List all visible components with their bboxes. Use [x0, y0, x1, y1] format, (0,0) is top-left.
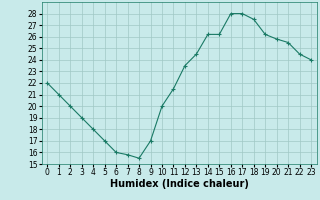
X-axis label: Humidex (Indice chaleur): Humidex (Indice chaleur) — [110, 179, 249, 189]
